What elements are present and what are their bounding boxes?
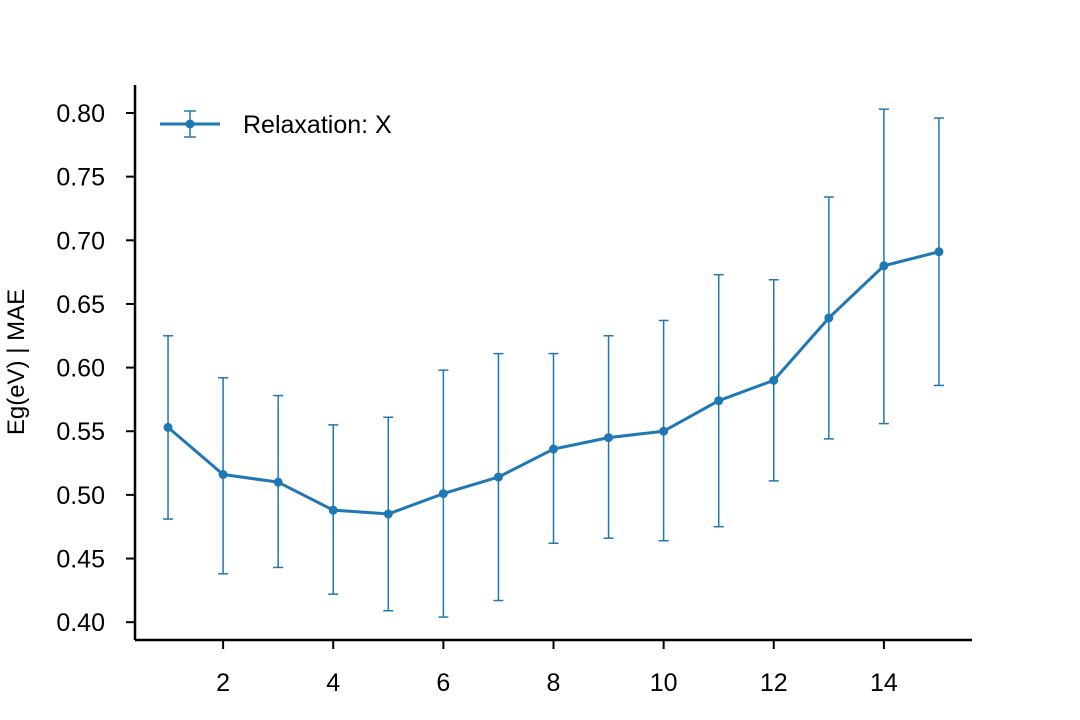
legend: Relaxation: X [160, 110, 392, 139]
data-point [659, 426, 669, 436]
data-point [714, 396, 724, 406]
y-tick-label: 0.65 [56, 291, 105, 319]
data-point [604, 433, 614, 443]
y-tick-label: 0.55 [56, 418, 105, 446]
data-point [549, 444, 558, 454]
data-point [493, 472, 503, 482]
x-tick-label: 2 [216, 669, 230, 697]
y-axis-label: Eg(eV) | MAE [3, 289, 30, 435]
x-tick-label: 4 [326, 669, 340, 697]
data-point [383, 509, 393, 519]
data-point [934, 247, 944, 257]
x-tick-label: 12 [760, 669, 788, 697]
x-tick-label: 8 [547, 669, 561, 697]
series-layer [163, 247, 944, 519]
y-tick-label: 0.50 [56, 482, 105, 510]
x-tick-label: 14 [870, 669, 898, 697]
errorbars-layer [163, 108, 944, 618]
x-tick-label: 10 [650, 669, 678, 697]
data-point [218, 470, 228, 480]
data-point [824, 313, 834, 323]
y-tick-label: 0.70 [56, 227, 105, 255]
data-point [273, 477, 283, 487]
data-point [163, 422, 173, 432]
y-tick-label: 0.75 [56, 164, 105, 192]
x-tick-label: 6 [436, 669, 450, 697]
y-tick-label: 0.60 [56, 355, 105, 383]
data-point [769, 375, 779, 385]
y-tick-label: 0.40 [56, 609, 105, 637]
data-point [879, 261, 889, 271]
data-point [438, 489, 448, 499]
legend-swatch-marker [185, 119, 195, 129]
legend-label: Relaxation: X [243, 111, 392, 139]
data-point [328, 505, 338, 515]
y-tick-label: 0.45 [56, 546, 105, 574]
y-tick-label: 0.80 [56, 100, 105, 128]
ticks-layer: 2 4 6 8 10 12 14 0.40 0.45 0.50 0.55 0.60 0.65 0.70 0.… [56, 100, 898, 697]
